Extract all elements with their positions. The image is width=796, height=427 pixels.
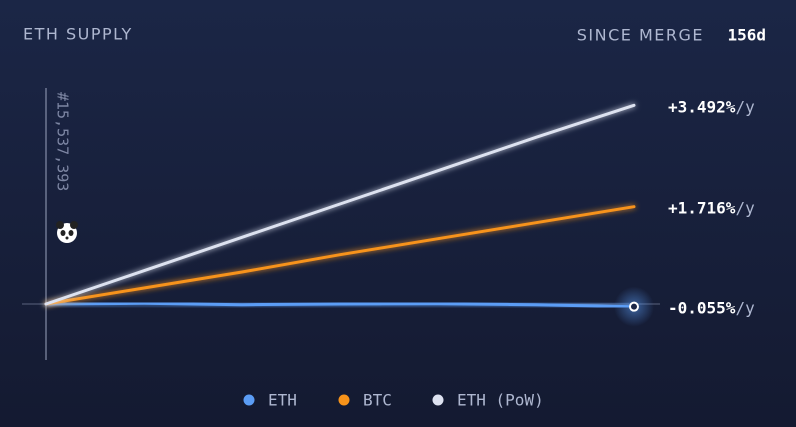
period-value: 156d — [727, 26, 766, 45]
legend-dot — [338, 394, 350, 406]
legend-label: BTC — [363, 391, 392, 410]
series-line — [44, 301, 636, 309]
period-label: SINCE MERGE — [577, 26, 704, 45]
rate-label: +3.492%/y — [668, 97, 755, 116]
block-annotation: #15,537,393 — [54, 92, 72, 191]
rate-value: +3.492% — [668, 97, 736, 116]
legend-label: ETH (PoW) — [457, 391, 544, 410]
rate-value: -0.055% — [668, 298, 736, 317]
chart-title: ETH SUPPLY — [23, 25, 133, 44]
rate-unit: /y — [735, 97, 755, 116]
rate-label: -0.055%/y — [668, 298, 755, 317]
rate-unit: /y — [735, 198, 755, 217]
rate-label: +1.716%/y — [668, 198, 755, 217]
panda-icon — [56, 221, 78, 243]
legend-label: ETH — [268, 391, 297, 410]
rate-value: +1.716% — [668, 198, 736, 217]
series-line — [44, 103, 636, 306]
end-point — [629, 301, 639, 312]
legend-dot — [243, 394, 255, 406]
legend-dot — [432, 394, 444, 406]
rate-unit: /y — [735, 298, 755, 317]
series-line — [44, 205, 636, 306]
